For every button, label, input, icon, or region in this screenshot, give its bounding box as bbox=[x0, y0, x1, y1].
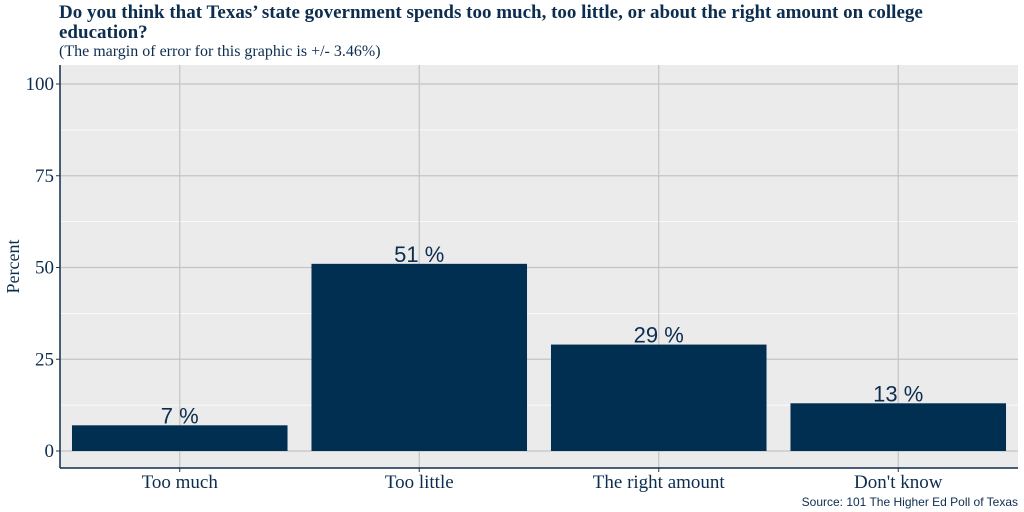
source-caption: Source: 101 The Higher Ed Poll of Texas bbox=[801, 495, 1018, 509]
x-tick-label: Too little bbox=[385, 472, 454, 493]
x-tick-label: Too much bbox=[142, 472, 219, 493]
bar-1 bbox=[71, 425, 288, 451]
data-label-1: 7 % bbox=[161, 403, 199, 428]
y-tick-label: 0 bbox=[45, 441, 55, 462]
y-tick-label: 50 bbox=[35, 258, 54, 279]
y-axis-label: Percent bbox=[3, 240, 23, 294]
bar-4 bbox=[790, 403, 1007, 451]
plot-panel bbox=[60, 65, 1018, 468]
bars bbox=[71, 263, 1007, 451]
x-tick-label: The right amount bbox=[593, 472, 726, 493]
y-tick-label: 75 bbox=[35, 166, 54, 187]
bar-3 bbox=[550, 344, 767, 451]
axes bbox=[59, 65, 1018, 469]
data-labels: 7 % 51 % 29 % 13 % bbox=[161, 242, 924, 428]
y-tick-labels: 0 25 50 75 100 bbox=[26, 74, 60, 462]
chart-title: Do you think that Texas’ state governmen… bbox=[59, 2, 923, 43]
x-tick-labels: Too much Too little The right amount Don't … bbox=[142, 468, 943, 493]
chart-subtitle: (The margin of error for this graphic is… bbox=[59, 43, 381, 60]
data-label-4: 13 % bbox=[873, 381, 923, 406]
data-label-3: 29 % bbox=[634, 323, 684, 348]
x-tick-label: Don't know bbox=[854, 472, 943, 493]
y-tick-label: 25 bbox=[35, 349, 54, 370]
bar-2 bbox=[311, 263, 528, 451]
data-label-2: 51 % bbox=[394, 242, 444, 267]
y-tick-label: 100 bbox=[26, 74, 55, 95]
